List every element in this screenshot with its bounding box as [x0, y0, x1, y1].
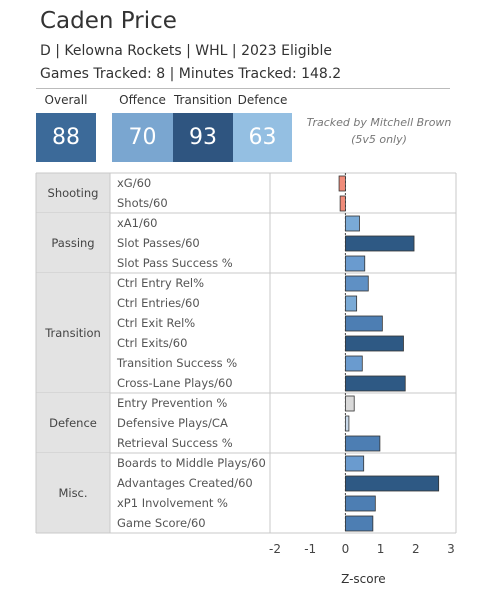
- header-divider: [36, 88, 450, 89]
- metric-label: Slot Passes/60: [117, 236, 200, 250]
- bar: [344, 315, 383, 332]
- tracked-by-line: Tracked by Mitchell Brown: [306, 116, 452, 129]
- metric-label: Ctrl Entry Rel%: [117, 276, 204, 290]
- group-label: Transition: [44, 326, 101, 340]
- transition-label: Transition: [173, 93, 233, 107]
- metric-label: Defensive Plays/CA: [117, 416, 228, 430]
- bar: [344, 255, 366, 272]
- metric-label: Slot Pass Success %: [117, 256, 233, 270]
- metric-label: xG/60: [117, 176, 151, 190]
- group-header-bg: [36, 273, 110, 393]
- x-tick-label: -2: [269, 542, 281, 556]
- bar: [344, 295, 358, 312]
- transition-score: 93: [173, 113, 233, 162]
- group-header-bg: [36, 393, 110, 453]
- metric-label: Ctrl Exits/60: [117, 336, 187, 350]
- overall-label: Overall: [44, 93, 88, 107]
- group-label: Misc.: [58, 486, 87, 500]
- bar: [344, 435, 381, 452]
- metric-label: xA1/60: [117, 216, 158, 230]
- offence-score: 70: [112, 113, 173, 162]
- metric-label: Game Score/60: [117, 516, 206, 530]
- x-tick-label: 2: [412, 542, 420, 556]
- x-tick-label: 1: [377, 542, 385, 556]
- tracked-by-note: Tracked by Mitchell Brown (5v5 only): [300, 114, 458, 148]
- bar: [344, 475, 440, 492]
- player-name: Caden Price: [40, 8, 177, 34]
- metric-label: Entry Prevention %: [117, 396, 227, 410]
- group-label: Shooting: [48, 186, 99, 200]
- bar: [344, 275, 369, 292]
- offence-label: Offence: [119, 93, 166, 107]
- player-info: D | Kelowna Rockets | WHL | 2023 Eligibl…: [40, 43, 332, 59]
- x-tick-label: 3: [447, 542, 455, 556]
- bar: [344, 395, 355, 412]
- metric-label: Transition Success %: [116, 356, 237, 370]
- metric-label: Retrieval Success %: [117, 436, 233, 450]
- group-header-bg: [36, 213, 110, 273]
- bar: [339, 195, 346, 212]
- metric-label: Boards to Middle Plays/60: [117, 456, 266, 470]
- metric-label: Ctrl Entries/60: [117, 296, 200, 310]
- bar: [344, 355, 363, 372]
- tracked-by-scope: (5v5 only): [351, 133, 407, 146]
- bar: [344, 215, 360, 232]
- metric-label: Cross-Lane Plays/60: [117, 376, 233, 390]
- group-header-bg: [36, 173, 110, 213]
- bar: [344, 515, 374, 532]
- overall-score: 88: [36, 113, 96, 162]
- bar: [338, 175, 346, 192]
- bar: [344, 335, 404, 352]
- bar: [344, 375, 406, 392]
- x-axis-label: Z-score: [341, 572, 386, 586]
- defence-label: Defence: [237, 93, 288, 107]
- metric-label: xP1 Involvement %: [117, 496, 228, 510]
- metric-label: Advantages Created/60: [117, 476, 253, 490]
- bar: [344, 235, 415, 252]
- bar: [344, 455, 365, 472]
- defence-score: 63: [233, 113, 292, 162]
- metric-label: Ctrl Exit Rel%: [117, 316, 195, 330]
- bar: [344, 495, 376, 512]
- group-header-bg: [36, 453, 110, 533]
- group-label: Defence: [49, 416, 97, 430]
- x-tick-label: -1: [304, 542, 316, 556]
- bar: [344, 415, 350, 432]
- x-tick-label: 0: [342, 542, 350, 556]
- group-label: Passing: [51, 236, 94, 250]
- tracking-info: Games Tracked: 8 | Minutes Tracked: 148.…: [40, 66, 342, 82]
- metric-label: Shots/60: [117, 196, 168, 210]
